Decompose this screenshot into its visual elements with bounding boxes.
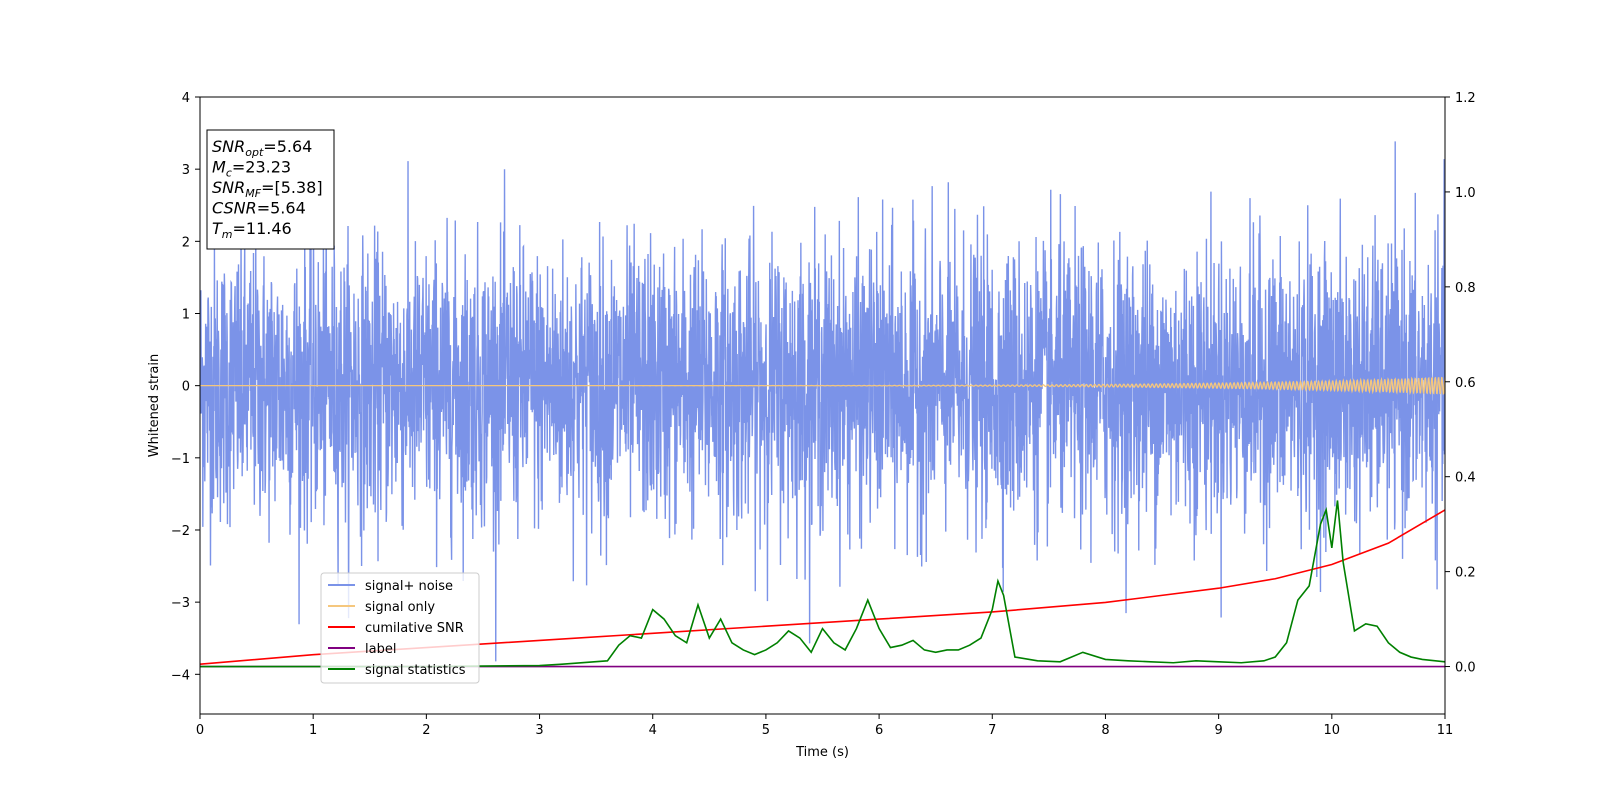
- x-tick-label: 0: [196, 723, 204, 738]
- info-line: Mc=23.23: [212, 158, 291, 180]
- y2-tick-label: 0.0: [1455, 661, 1476, 676]
- legend-entry: signal statistics: [365, 663, 466, 678]
- legend-entry: signal only: [365, 600, 435, 615]
- legend-entry: cumilative SNR: [365, 621, 464, 636]
- y2-tick-label: 1.0: [1455, 186, 1476, 201]
- x-axis-label: Time (s): [795, 745, 849, 760]
- info-line: SNRMF=[5.38]: [212, 178, 323, 200]
- info-line: CSNR=5.64: [212, 199, 306, 218]
- y-axis-label: Whitened strain: [147, 354, 162, 457]
- y2-tick-label: 0.4: [1455, 471, 1476, 486]
- series-signal-noise: [200, 141, 1445, 662]
- x-tick-label: 3: [535, 723, 543, 738]
- info-line: SNRopt=5.64: [212, 137, 312, 159]
- y2-tick-label: 0.2: [1455, 566, 1476, 581]
- x-tick-label: 11: [1437, 723, 1454, 738]
- x-tick-label: 10: [1324, 723, 1341, 738]
- x-tick-label: 4: [649, 723, 657, 738]
- y-tick-label: −4: [171, 668, 190, 683]
- y-tick-label: 2: [182, 235, 190, 250]
- x-tick-label: 1: [309, 723, 317, 738]
- x-tick-label: 5: [762, 723, 770, 738]
- y-tick-label: 0: [182, 380, 190, 395]
- series-signal-only: [200, 376, 1445, 396]
- y-tick-label: 4: [182, 91, 190, 106]
- legend-entry: label: [365, 642, 396, 657]
- y2-tick-label: 0.8: [1455, 281, 1476, 296]
- y-tick-label: −3: [171, 596, 190, 611]
- plot-frame: [199, 96, 1446, 715]
- y-tick-label: 1: [182, 307, 190, 322]
- info-box-frame: [206, 129, 335, 250]
- legend: signal+ noise signal only cumilative SNR la…: [320, 572, 480, 684]
- x-tick-label: 8: [1101, 723, 1109, 738]
- series-signal-statistics: [200, 500, 1445, 668]
- y-tick-label: −2: [171, 524, 190, 539]
- y2-tick-label: 1.2: [1455, 91, 1476, 106]
- y-tick-label: −1: [171, 452, 190, 467]
- x-tick-label: 6: [875, 723, 883, 738]
- y-tick-label: 3: [182, 163, 190, 178]
- axes: 0 1 2 3 4 5 6 7 8 9 10 11 −4 −3 −2 −1 0 1 2 3 4 0.0 0.2 0.4 0.6 0…: [147, 91, 1476, 760]
- x-tick-label: 9: [1214, 723, 1222, 738]
- info-box: SNRopt=5.64Mc=23.23SNRMF=[5.38]CSNR=5.64…: [206, 129, 335, 250]
- info-line: Tm=11.46: [212, 219, 292, 241]
- y2-tick-label: 0.6: [1455, 376, 1476, 391]
- legend-frame: [320, 572, 480, 684]
- x-tick-label: 2: [422, 723, 430, 738]
- legend-entry: signal+ noise: [365, 579, 453, 594]
- x-tick-label: 7: [988, 723, 996, 738]
